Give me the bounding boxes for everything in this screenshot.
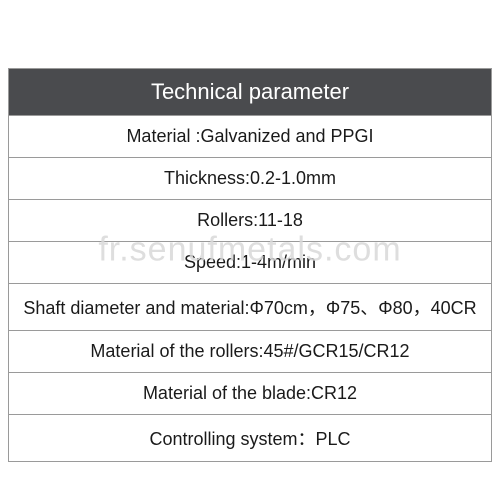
table-row: Speed:1-4m/min — [9, 242, 492, 284]
table-body: Material :Galvanized and PPGI Thickness:… — [9, 116, 492, 462]
spec-table: Technical parameter Material :Galvanized… — [8, 68, 492, 462]
table-row: Material of the blade:CR12 — [9, 373, 492, 415]
table-header: Technical parameter — [9, 69, 492, 116]
table-row: Thickness:0.2-1.0mm — [9, 158, 492, 200]
spec-table-container: Technical parameter Material :Galvanized… — [8, 68, 492, 462]
table-row: Shaft diameter and material:Φ70cm，Φ75、Φ8… — [9, 284, 492, 331]
table-row: Material of the rollers:45#/GCR15/CR12 — [9, 331, 492, 373]
table-row: Material :Galvanized and PPGI — [9, 116, 492, 158]
table-row: Rollers:11-18 — [9, 200, 492, 242]
table-row: Controlling system：PLC — [9, 415, 492, 462]
